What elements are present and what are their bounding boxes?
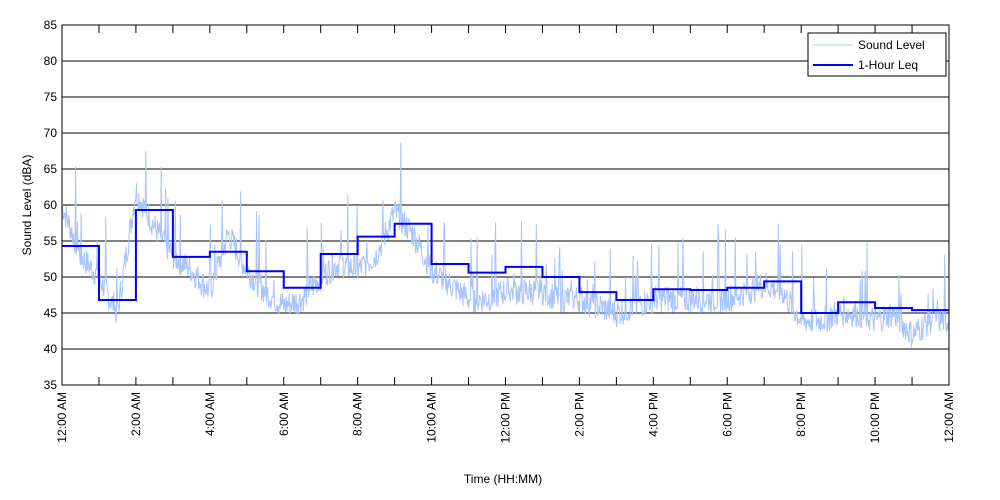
y-tick-label: 85 [44,18,58,32]
legend: Sound Level 1-Hour Leq [807,32,947,77]
y-tick-label: 75 [44,90,58,104]
y-tick-label: 50 [44,270,58,284]
legend-label-sound-level: Sound Level [858,38,925,52]
y-tick-label: 80 [44,54,58,68]
grid-lines [62,24,949,386]
sound-level-line [61,141,950,348]
x-tick-labels: 12:00 AM 2:00 AM 4:00 AM 6:00 AM 8:00 AM 10:0… [55,392,956,443]
x-tick-label: 4:00 AM [203,392,217,436]
y-tick-label: 45 [44,306,58,320]
y-tick-label: 35 [44,378,58,392]
x-tick-label: 12:00 AM [55,392,69,443]
leq-step-line [62,209,949,314]
x-tick-label: 6:00 AM [277,392,291,436]
y-tick-label: 60 [44,198,58,212]
x-tick-label: 4:00 PM [646,392,660,437]
x-tick-label: 2:00 AM [129,392,143,436]
x-tick-label: 10:00 PM [868,392,882,443]
series-lines [61,141,950,348]
x-tick-label: 10:00 AM [425,392,439,443]
legend-label-leq: 1-Hour Leq [858,58,918,72]
x-tick-label: 8:00 AM [351,392,365,436]
x-tick-label: 12:00 AM [942,392,956,443]
legend-box [807,32,947,77]
plot-frame [61,24,950,386]
x-tick-label: 2:00 PM [572,392,586,437]
x-axis-label: Time (HH:MM) [464,472,542,486]
y-tick-label: 55 [44,234,58,248]
y-axis-label: Sound Level (dBA) [20,155,34,256]
x-tick-label: 8:00 PM [794,392,808,437]
y-tick-label: 40 [44,342,58,356]
y-tick-label: 70 [44,126,58,140]
x-tick-label: 6:00 PM [720,392,734,437]
y-tick-labels: 35 40 45 50 55 60 65 70 75 80 85 [44,18,58,392]
y-tick-label: 65 [44,162,58,176]
x-tick-label: 12:00 PM [499,392,513,443]
